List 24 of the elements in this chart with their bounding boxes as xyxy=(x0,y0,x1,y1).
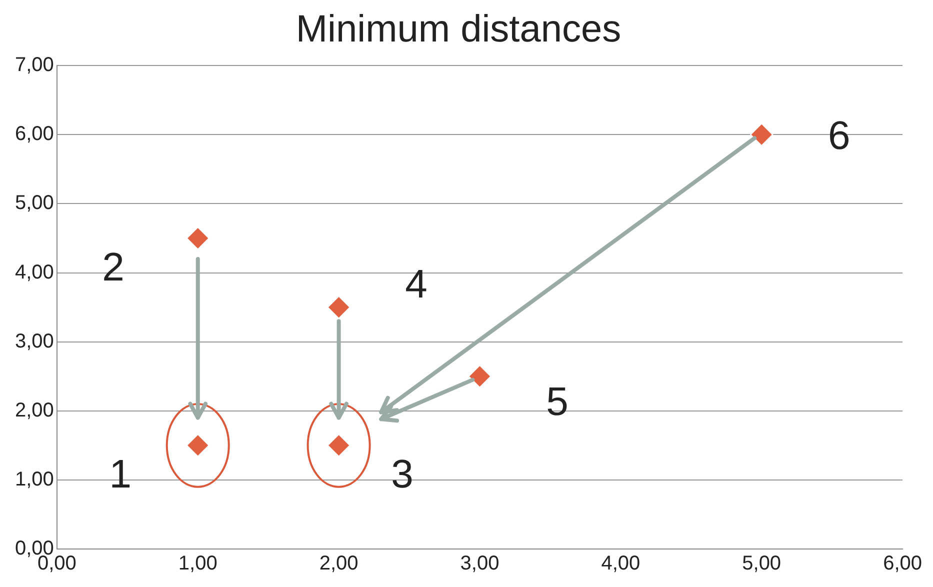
y-tick-label: 2,00 xyxy=(14,399,54,422)
x-tick-label: 4,00 xyxy=(601,552,640,575)
annotation: 6 xyxy=(828,114,850,158)
point xyxy=(327,296,350,319)
point xyxy=(186,226,210,250)
point xyxy=(468,364,492,388)
y-tick-label: 5,00 xyxy=(14,192,54,214)
y-tick-label: 4,00 xyxy=(14,261,54,284)
y-tick-label: 6,00 xyxy=(14,123,54,146)
x-tick-label: 5,00 xyxy=(742,552,782,575)
y-tick-label: 7,00 xyxy=(14,54,54,76)
x-tick-label: 2,00 xyxy=(319,552,358,575)
y-tick-label: 1,00 xyxy=(14,468,54,490)
y-tick-label: 3,00 xyxy=(14,330,54,352)
annotation: 1 xyxy=(109,452,132,497)
annotation: 3 xyxy=(391,452,414,497)
x-tick-label: 1,00 xyxy=(178,552,218,575)
x-tick-label: 6,00 xyxy=(883,552,922,575)
annotation: 4 xyxy=(405,262,428,307)
annotation: 5 xyxy=(546,380,568,424)
point xyxy=(750,123,774,146)
annotation: 2 xyxy=(102,245,124,290)
chart-title: Minimum distances xyxy=(296,8,622,50)
x-tick-label: 3,00 xyxy=(460,552,500,575)
